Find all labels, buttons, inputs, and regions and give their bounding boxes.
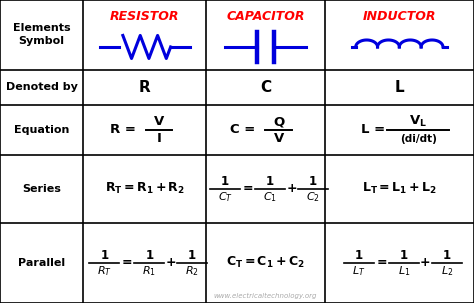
Text: 1: 1 [400,249,408,262]
Text: Q: Q [273,115,284,128]
Text: (di/dt): (di/dt) [400,134,437,144]
Text: 1: 1 [309,175,317,188]
Text: $C_{1}$: $C_{1}$ [263,190,277,204]
Text: R =: R = [110,123,136,136]
Text: RESISTOR: RESISTOR [110,10,179,23]
Text: 1: 1 [188,249,196,262]
Text: R: R [139,80,150,95]
Text: $L_{2}$: $L_{2}$ [440,265,453,278]
Text: $R_{2}$: $R_{2}$ [185,265,199,278]
Text: 1: 1 [145,249,154,262]
Text: www.electricaltechnology.org: www.electricaltechnology.org [214,293,317,299]
Text: $L_{T}$: $L_{T}$ [352,265,366,278]
Text: INDUCTOR: INDUCTOR [363,10,436,23]
Text: C =: C = [230,123,255,136]
Text: +: + [165,256,176,269]
Text: Series: Series [22,184,61,194]
Text: 1: 1 [355,249,363,262]
Text: $\mathbf{L_T = L_1 + L_2}$: $\mathbf{L_T = L_1 + L_2}$ [362,181,437,196]
Text: Denoted by: Denoted by [6,82,77,92]
Text: $R_{1}$: $R_{1}$ [142,265,156,278]
Text: $\mathbf{C_T = C_1 + C_2}$: $\mathbf{C_T = C_1 + C_2}$ [226,255,305,270]
Text: 1: 1 [443,249,451,262]
Text: $R_{T}$: $R_{T}$ [97,265,112,278]
Text: V: V [154,115,164,128]
Text: $\mathbf{R_T = R_1 + R_2}$: $\mathbf{R_T = R_1 + R_2}$ [105,181,184,196]
Text: =: = [376,256,387,269]
Text: Elements
Symbol: Elements Symbol [13,23,70,46]
Text: CAPACITOR: CAPACITOR [226,10,305,23]
Text: +: + [286,182,297,195]
Text: 1: 1 [100,249,109,262]
Text: $C_{2}$: $C_{2}$ [306,190,320,204]
Text: $C_{T}$: $C_{T}$ [218,190,233,204]
Text: =: = [243,182,253,195]
Text: $\mathbf{V_L}$: $\mathbf{V_L}$ [410,114,427,128]
Text: C: C [260,80,271,95]
Text: L =: L = [361,123,385,136]
Text: 1: 1 [266,175,274,188]
Text: +: + [420,256,431,269]
Text: L: L [394,80,404,95]
Text: 1: 1 [221,175,229,188]
Text: =: = [122,256,132,269]
Text: $L_{1}$: $L_{1}$ [398,265,410,278]
Text: Parallel: Parallel [18,258,65,268]
Text: Equation: Equation [14,125,69,135]
Text: V: V [273,132,284,145]
Text: I: I [156,132,161,145]
